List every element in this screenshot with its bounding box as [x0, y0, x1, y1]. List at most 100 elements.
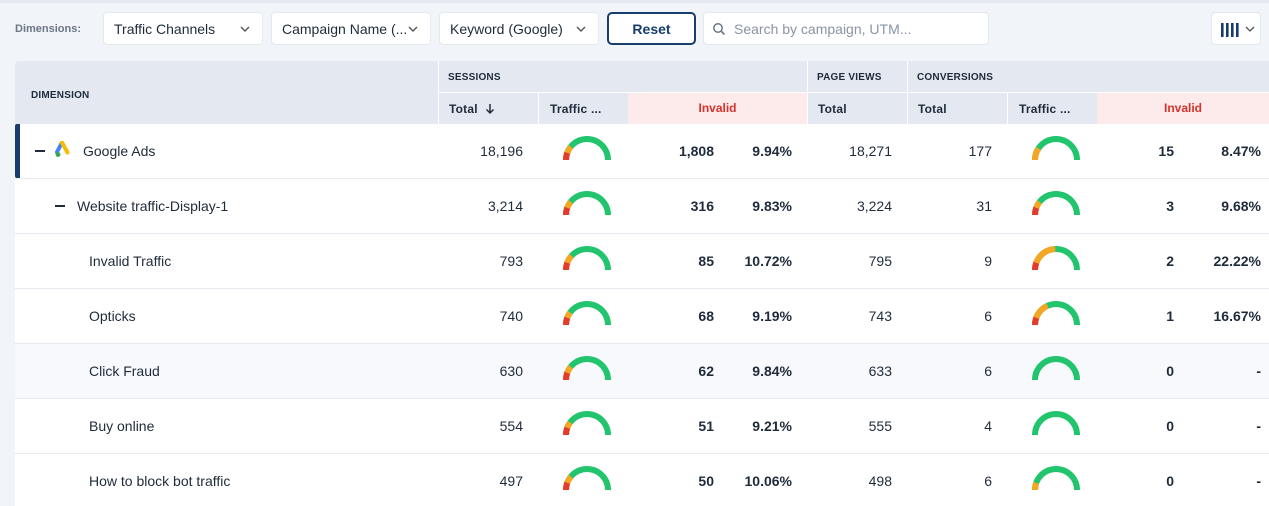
conversions-traffic-gauge — [1031, 190, 1081, 218]
conversions-invalid-count: 0 — [1166, 473, 1174, 489]
dimension-name[interactable]: Click Fraud — [89, 363, 160, 379]
sessions-invalid-count: 1,808 — [678, 143, 714, 159]
page-views-total-header[interactable]: Total — [818, 102, 847, 116]
collapse-icon[interactable] — [55, 205, 65, 207]
sessions-invalid-count: 51 — [698, 418, 714, 434]
conversions-traffic-header[interactable]: Traffic ... — [1019, 102, 1071, 116]
sessions-total: 793 — [499, 253, 523, 269]
table-row[interactable]: Click Fraud 630 62 9.84% 633 6 0 - — [15, 344, 1269, 399]
collapse-icon[interactable] — [35, 150, 45, 152]
page-views-header: PAGE VIEWS — [817, 72, 882, 83]
conversions-invalid-count: 2 — [1166, 253, 1174, 269]
page-views-total: 633 — [868, 363, 892, 379]
select-label: Keyword (Google) — [450, 21, 563, 37]
sessions-total: 18,196 — [480, 143, 523, 159]
columns-button[interactable] — [1211, 12, 1261, 45]
conversions-traffic-gauge — [1031, 410, 1081, 438]
conversions-invalid-pct: 22.22% — [1213, 253, 1261, 269]
dimension-name[interactable]: Invalid Traffic — [89, 253, 172, 269]
select-label: Traffic Channels — [114, 21, 216, 37]
conversions-invalid-pct: - — [1256, 473, 1261, 489]
sessions-invalid-pct: 10.06% — [744, 473, 792, 489]
sessions-total: 554 — [499, 418, 523, 434]
conversions-invalid-pct: 16.67% — [1213, 308, 1261, 324]
google-ads-icon — [55, 141, 70, 157]
conversions-invalid-pct: - — [1256, 418, 1261, 434]
sessions-traffic-gauge — [562, 465, 612, 493]
sessions-invalid-pct: 9.19% — [752, 308, 792, 324]
dimension-name[interactable]: Website traffic-Display-1 — [77, 198, 229, 214]
dimensions-label: Dimensions: — [15, 23, 82, 35]
conversions-invalid-count: 15 — [1158, 143, 1174, 159]
conversions-invalid-count: 1 — [1166, 308, 1174, 324]
chevron-down-icon — [408, 26, 418, 32]
sessions-traffic-gauge — [562, 135, 612, 163]
filter-toolbar: Dimensions: Traffic Channels Campaign Na… — [0, 12, 1269, 46]
dimension-name[interactable]: Google Ads — [83, 143, 156, 159]
chevron-down-icon — [240, 26, 250, 32]
sessions-traffic-header[interactable]: Traffic ... — [550, 102, 602, 116]
page-views-total: 555 — [868, 418, 892, 434]
sessions-invalid-pct: 9.21% — [752, 418, 792, 434]
sessions-traffic-gauge — [562, 410, 612, 438]
column-divider — [1007, 93, 1008, 124]
chevron-down-icon — [576, 26, 586, 32]
top-divider — [0, 0, 1269, 3]
dimension-header[interactable]: DIMENSION — [31, 90, 90, 101]
conversions-invalid-pct: 8.47% — [1221, 143, 1261, 159]
page-views-total: 795 — [868, 253, 892, 269]
header-divider — [438, 92, 1269, 93]
conversions-invalid-count: 0 — [1166, 418, 1174, 434]
table-header: DIMENSION SESSIONS PAGE VIEWS CONVERSION… — [15, 61, 1269, 124]
table-row[interactable]: Invalid Traffic 793 85 10.72% 795 9 2 22.22% — [15, 234, 1269, 289]
conversions-traffic-gauge — [1031, 465, 1081, 493]
total-label: Total — [449, 102, 478, 116]
table-row[interactable]: Opticks 740 68 9.19% 743 6 1 16.67% — [15, 289, 1269, 344]
reset-button[interactable]: Reset — [607, 12, 696, 45]
sessions-invalid-pct: 9.84% — [752, 363, 792, 379]
columns-icon — [1221, 23, 1239, 37]
table-row[interactable]: Website traffic-Display-1 3,214 316 9.83% 3,… — [15, 179, 1269, 234]
table-row[interactable]: Buy online 554 51 9.21% 555 4 0 - — [15, 399, 1269, 454]
page-views-total: 18,271 — [849, 143, 892, 159]
sessions-invalid-count: 68 — [698, 308, 714, 324]
keyword-select[interactable]: Keyword (Google) — [439, 12, 599, 45]
conversions-total: 31 — [976, 198, 992, 214]
sessions-traffic-gauge — [562, 190, 612, 218]
sessions-header: SESSIONS — [448, 72, 501, 83]
sessions-invalid-header[interactable]: Invalid — [628, 93, 807, 124]
sessions-total-header[interactable]: Total — [449, 102, 495, 116]
conversions-traffic-gauge — [1031, 135, 1081, 163]
sessions-total: 740 — [499, 308, 523, 324]
sessions-traffic-gauge — [562, 355, 612, 383]
campaign-name-select[interactable]: Campaign Name (... — [271, 12, 431, 45]
search-input[interactable] — [734, 19, 984, 39]
page-views-total: 743 — [868, 308, 892, 324]
select-label: Campaign Name (... — [282, 21, 408, 37]
table-row[interactable]: How to block bot traffic 497 50 10.06% 498 6 0… — [15, 454, 1269, 506]
conversions-traffic-gauge — [1031, 355, 1081, 383]
sessions-traffic-gauge — [562, 245, 612, 273]
traffic-channels-select[interactable]: Traffic Channels — [103, 12, 263, 45]
sessions-invalid-count: 85 — [698, 253, 714, 269]
sessions-total: 630 — [499, 363, 523, 379]
conversions-traffic-gauge — [1031, 245, 1081, 273]
conversions-header: CONVERSIONS — [917, 72, 994, 83]
sessions-invalid-count: 50 — [698, 473, 714, 489]
dimension-name[interactable]: Buy online — [89, 418, 155, 434]
page-views-total: 498 — [868, 473, 892, 489]
dimension-name[interactable]: Opticks — [89, 308, 136, 324]
dimension-name[interactable]: How to block bot traffic — [89, 473, 231, 489]
table-row[interactable]: Google Ads 18,196 1,808 9.94% 18,271 177 15 8.4… — [15, 124, 1269, 179]
conversions-total: 6 — [984, 473, 992, 489]
sessions-total: 497 — [499, 473, 523, 489]
conversions-invalid-header[interactable]: Invalid — [1097, 93, 1269, 124]
sessions-total: 3,214 — [487, 198, 523, 214]
conversions-total: 6 — [984, 308, 992, 324]
conversions-invalid-count: 3 — [1166, 198, 1174, 214]
dimension-table: DIMENSION SESSIONS PAGE VIEWS CONVERSION… — [15, 61, 1269, 506]
conversions-total: 177 — [968, 143, 992, 159]
search-box — [703, 12, 989, 45]
conversions-total-header[interactable]: Total — [918, 102, 947, 116]
sessions-invalid-count: 316 — [690, 198, 714, 214]
